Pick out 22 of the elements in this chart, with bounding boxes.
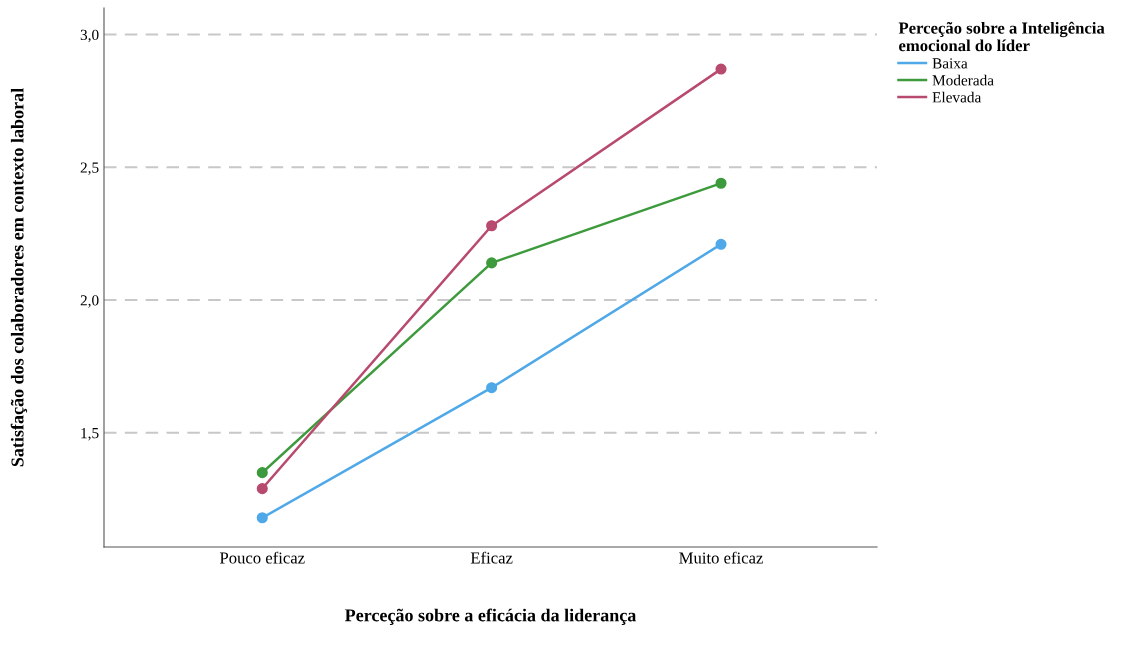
point: [256, 467, 268, 479]
point: [715, 177, 727, 189]
legend-label: Baixa: [932, 58, 968, 69]
point: [486, 257, 498, 269]
point: [486, 220, 498, 232]
x-tick-label: Muito eficaz: [679, 551, 763, 564]
point: [256, 483, 268, 495]
y-tick-label: 1,5: [81, 428, 99, 441]
y-tick-label: 3,0: [80, 29, 99, 43]
y-tick-label: 2,5: [80, 162, 99, 175]
point: [715, 63, 727, 75]
point: [256, 512, 268, 524]
x-tick-label: Pouco eficaz: [219, 551, 305, 564]
point: [486, 382, 498, 394]
x-axis-title: Perceção sobre a eficácia da liderança: [344, 608, 637, 625]
legend-label: Moderada: [932, 74, 994, 86]
legend-label: Elevada: [932, 91, 982, 103]
y-tick-label: 2,0: [80, 295, 99, 308]
point: [715, 238, 727, 250]
y-axis-title: Satisfação dos colaboradores em contexto laboral: [10, 88, 28, 467]
legend-title: Perceção sobre a Inteligência emocional do líder: [898, 21, 1105, 52]
x-tick-label: Eficaz: [470, 551, 513, 564]
